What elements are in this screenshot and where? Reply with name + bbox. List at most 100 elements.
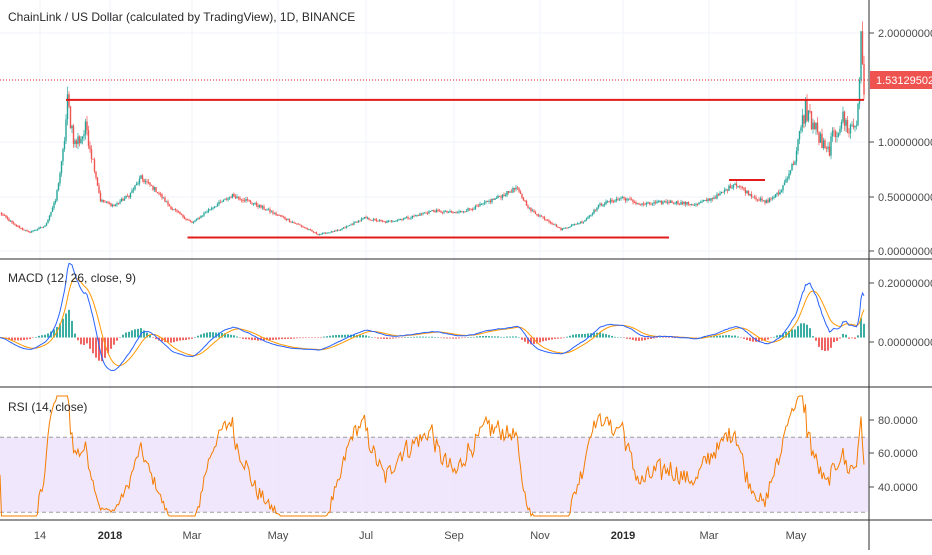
macd-histogram-bar (362, 335, 364, 338)
candle-body (242, 199, 244, 201)
candle-body (822, 140, 825, 149)
candle-body (128, 196, 130, 198)
time-axis-label: 14 (34, 530, 46, 542)
candle-body (431, 210, 433, 212)
candle-body (215, 206, 217, 208)
candle-body (2, 214, 4, 216)
candle-body (701, 201, 703, 203)
candle-body (638, 203, 640, 205)
macd-histogram-bar (221, 332, 223, 338)
macd-histogram-bar (419, 336, 421, 338)
candle-body (461, 210, 463, 212)
macd-histogram-bar (131, 330, 133, 338)
candle-body (53, 202, 55, 208)
candle-body (80, 138, 82, 144)
candle-body (306, 228, 309, 230)
candle-body (662, 201, 664, 204)
macd-histogram-bar (236, 336, 238, 338)
candle-body (440, 210, 442, 213)
macd-histogram-bar (68, 309, 70, 338)
candle-body (530, 207, 532, 212)
time-axis[interactable]: 14 2018 Mar May Jul Sep Nov 2019 Mar May (34, 530, 807, 542)
candle-body (594, 209, 597, 211)
macd-histogram-bar (398, 337, 400, 339)
candle-body (318, 234, 321, 236)
candle-body (789, 170, 792, 174)
candle-body (597, 204, 600, 208)
candle-body (477, 205, 480, 207)
candle-body (632, 199, 634, 203)
candle-body (149, 182, 151, 186)
macd-histogram-bar (725, 335, 727, 338)
macd-histogram-bar (287, 337, 289, 339)
candle-body (473, 208, 475, 210)
candle-body (186, 219, 189, 221)
rsi-panel-title: RSI (14, close) (8, 400, 87, 414)
candle-body (816, 122, 819, 132)
macd-histogram-bar (152, 337, 154, 339)
candle-body (860, 31, 862, 80)
rsi-band (0, 436, 868, 513)
candle-body (83, 134, 85, 137)
macd-histogram-bar (143, 330, 145, 338)
macd-histogram-bar (122, 334, 124, 338)
macd-histogram-bar (527, 337, 529, 344)
macd-histogram-bar (35, 336, 37, 338)
candle-body (381, 220, 384, 222)
candle-body (426, 213, 429, 214)
candle-body (107, 201, 109, 204)
candle-body (774, 194, 777, 198)
macd-histogram-bar (506, 336, 508, 338)
candle-body (99, 192, 102, 202)
candle-body (750, 194, 753, 198)
macd-histogram-bar (662, 337, 664, 339)
rsi-axis[interactable]: 80.0000 60.0000 40.0000 (869, 415, 918, 494)
candle-body (659, 200, 661, 202)
rsi-series (0, 395, 865, 518)
macd-histogram-bar (284, 337, 286, 340)
candle-body (704, 200, 706, 201)
macd-histogram-bar (416, 336, 418, 338)
macd-histogram-bar (458, 337, 460, 339)
price-axis-label: 1.00000000 (878, 137, 932, 149)
macd-histogram-bar (455, 337, 457, 339)
candle-body (398, 219, 400, 221)
candle-body (561, 228, 564, 231)
candle-body (146, 181, 148, 183)
macd-histogram-bar (512, 336, 514, 338)
candle-body (276, 214, 279, 216)
candle-body (180, 214, 183, 215)
candle-body (264, 209, 267, 211)
macd-axis[interactable]: 0.20000000 0.00000000 (869, 278, 932, 349)
candle-body (258, 205, 261, 207)
price-axis[interactable]: 2.00000000 1.00000000 0.50000000 0.00000… (869, 28, 932, 258)
candle-body (140, 175, 142, 179)
candle-body (57, 183, 60, 191)
candle-body (474, 205, 477, 209)
candle-body (648, 202, 651, 204)
macd-histogram-bar (224, 333, 226, 338)
candle-body (446, 210, 448, 213)
macd-histogram-bar (647, 337, 649, 340)
macd-histogram-bar (437, 337, 439, 338)
candle-body (698, 202, 700, 205)
candle-body (296, 223, 298, 225)
candle-body (548, 220, 550, 222)
candle-body (654, 202, 657, 203)
candle-body (800, 127, 802, 131)
candle-body (549, 221, 552, 223)
price-axis-label: 0.50000000 (878, 192, 932, 204)
candle-body (17, 226, 19, 227)
macd-histogram-bar (518, 337, 520, 338)
candle-body (266, 209, 268, 211)
candle-body (272, 211, 274, 214)
candle-body (851, 124, 853, 126)
macd-histogram-bar (53, 329, 55, 338)
candle-body (672, 202, 675, 204)
candle-body (468, 208, 471, 210)
macd-histogram-bar (629, 337, 631, 340)
macd-histogram-bar (563, 337, 565, 339)
candle-body (459, 210, 462, 212)
macd-histogram-bar (17, 337, 19, 341)
